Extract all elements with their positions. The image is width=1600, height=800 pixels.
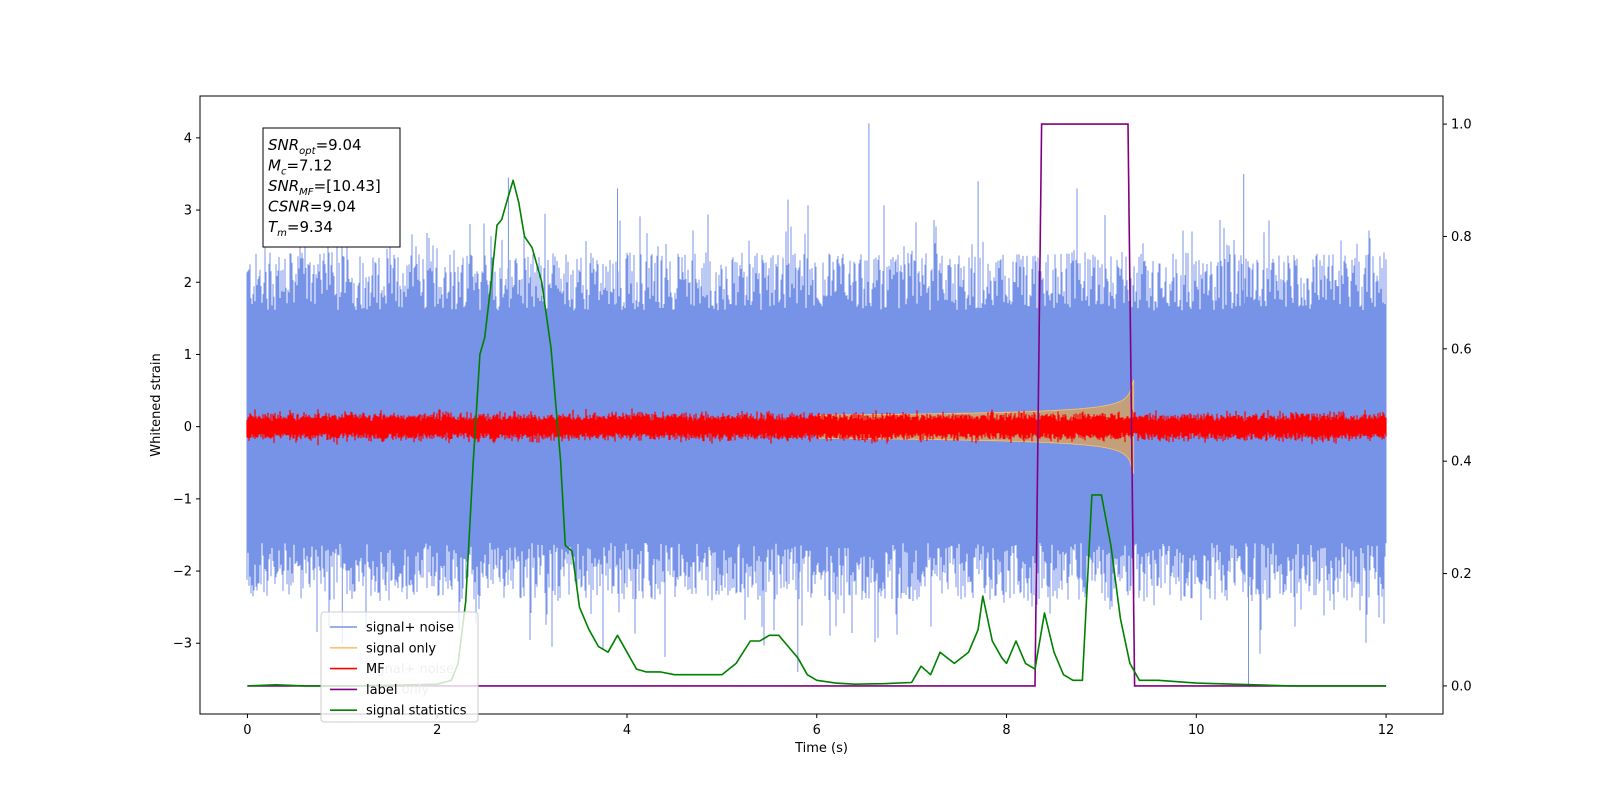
x-tick-label: 10 xyxy=(1188,723,1205,738)
y-tick-label: 4 xyxy=(184,131,192,146)
y2-tick-label: 0.2 xyxy=(1451,567,1472,582)
y-tick-label: −3 xyxy=(173,637,192,652)
annotation-box-frame xyxy=(262,127,401,248)
annotation-line: Mc=7.12 xyxy=(268,157,332,178)
legend-label: MF xyxy=(366,662,385,677)
annotation-line: CSNR=9.04 xyxy=(268,198,356,216)
y-tick-label: 0 xyxy=(184,420,192,435)
y2-tick-label: 0.8 xyxy=(1451,230,1472,245)
x-tick-label: 0 xyxy=(243,723,251,738)
x-tick-label: 2 xyxy=(433,723,441,738)
annotation-line: SNRMF=[10.43] xyxy=(268,177,381,198)
series-signal-statistics xyxy=(247,179,1387,687)
data-layer xyxy=(246,123,1387,687)
legend: signal+ noise signal only MF label signal st… xyxy=(320,611,479,723)
legend-label: signal only xyxy=(366,641,436,656)
legend-frame xyxy=(320,611,479,723)
y-tick-label: 3 xyxy=(184,204,192,219)
annotation-box: SNRopt=9.04Mc=7.12SNRMF=[10.43]CSNR=9.04… xyxy=(262,127,401,248)
y-axis-label: Whitened strain xyxy=(149,353,164,456)
annotation-line: SNRopt=9.04 xyxy=(268,136,362,157)
legend-label: signal+ noise xyxy=(366,621,454,636)
y2-tick-label: 0.4 xyxy=(1451,455,1472,470)
y2-tick-label: 0.0 xyxy=(1451,679,1472,694)
y2-tick-label: 0.6 xyxy=(1451,342,1472,357)
x-tick-label: 8 xyxy=(1002,723,1010,738)
x-tick-label: 6 xyxy=(813,723,821,738)
x-axis-label: Time (s) xyxy=(794,741,848,756)
legend-label: signal statistics xyxy=(366,704,467,719)
legend-label: label xyxy=(366,683,397,698)
y2-tick-label: 1.0 xyxy=(1451,118,1472,133)
annotation-line: Tm=9.34 xyxy=(268,218,333,239)
y-tick-label: −2 xyxy=(173,565,192,580)
x-tick-label: 12 xyxy=(1378,723,1395,738)
plot-frame xyxy=(199,95,1444,715)
series-label xyxy=(247,123,1387,687)
x-tick-label: 4 xyxy=(623,723,631,738)
y-tick-label: 2 xyxy=(184,276,192,291)
y-tick-label: −1 xyxy=(173,492,192,507)
y-tick-label: 1 xyxy=(184,348,192,363)
series-mf xyxy=(246,408,1387,446)
